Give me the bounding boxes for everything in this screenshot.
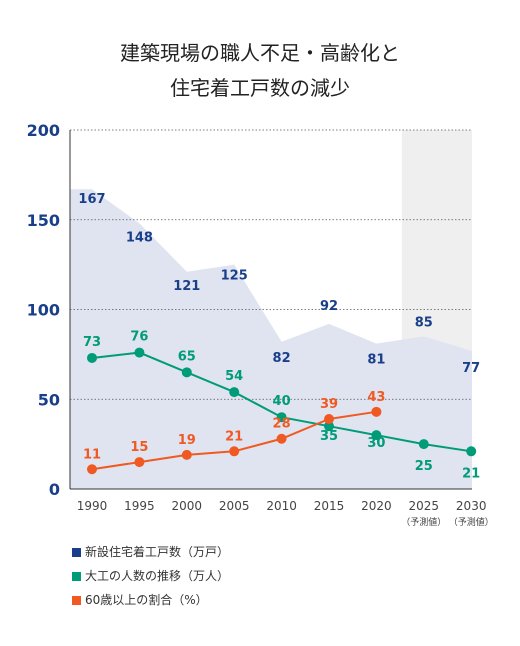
y-tick-label: 200 [27,121,60,140]
legend: 新設住宅着工戸数（万戸） 大工の人数の推移（万人） 60歳以上の割合（%） [72,540,229,612]
x-tick-label: 1995 [124,499,155,513]
forecast-note: （予測値） [401,516,446,528]
housing-data-label: 167 [78,192,105,207]
housing-data-label: 148 [126,230,153,245]
x-tick-label: 2010 [266,499,297,513]
ratio-point [181,449,192,460]
legend-label: 大工の人数の推移（万人） [85,569,230,583]
legend-item: 60歳以上の割合（%） [72,588,229,612]
carpenters-data-label: 40 [273,394,291,409]
legend-swatch [72,571,81,581]
housing-area [70,189,472,490]
legend-item: 大工の人数の推移（万人） [72,564,229,588]
chart-title-line: 建築現場の職人不足・高齢化と [120,41,400,65]
legend-item: 新設住宅着工戸数（万戸） [72,540,229,564]
housing-data-label: 92 [320,299,338,314]
ratio-point [324,413,334,424]
carpenters-point [229,387,240,398]
housing-data-label: 121 [173,279,200,294]
ratio-data-label: 39 [320,397,338,412]
ratio-point [134,457,145,468]
carpenters-data-label: 30 [367,436,385,451]
ratio-data-label: 15 [130,440,148,455]
legend-swatch [72,547,81,557]
housing-data-label: 85 [415,315,433,330]
carpenters-data-label: 25 [415,459,433,474]
carpenters-point [418,439,429,450]
chart-title-line: 住宅着工戸数の減少 [170,76,350,100]
ratio-point [87,464,97,475]
housing-data-label: 125 [221,269,248,284]
x-tick-label: 2015 [314,499,345,513]
carpenters-point [466,446,477,457]
carpenters-data-label: 65 [178,349,196,364]
x-tick-label: 2000 [172,499,203,513]
ratio-point [229,446,240,457]
carpenters-point [134,347,145,358]
carpenters-data-label: 35 [320,429,338,444]
x-tick-label: 2025 [409,499,440,513]
carpenters-data-label: 21 [462,466,480,481]
housing-data-label: 81 [367,353,385,368]
ratio-data-label: 28 [273,417,291,432]
carpenters-data-label: 54 [225,369,243,384]
carpenters-point [181,367,192,378]
y-tick-label: 50 [38,390,60,409]
carpenters-point [324,421,334,432]
legend-swatch [72,595,81,605]
y-tick-label: 100 [27,301,60,320]
ratio-point [371,406,382,417]
legend-label: 60歳以上の割合（%） [85,593,208,607]
legend-label: 新設住宅着工戸数（万戸） [85,545,230,559]
y-tick-label: 0 [49,480,60,499]
housing-data-label: 82 [273,351,291,366]
y-tick-label: 150 [27,211,60,230]
ratio-data-label: 43 [367,390,385,405]
ratio-data-label: 21 [225,429,243,444]
ratio-point [276,433,287,444]
carpenters-point [276,412,287,423]
ratio-data-label: 11 [83,447,101,462]
carpenters-point [87,352,97,363]
carpenters-data-label: 76 [130,330,148,345]
carpenters-point [371,430,382,441]
carpenters-data-label: 73 [83,335,101,350]
x-tick-label: 2020 [361,499,392,513]
housing-data-label: 77 [462,361,480,376]
x-tick-label: 2030 [456,499,487,513]
x-tick-label: 2005 [219,499,250,513]
forecast-note: （予測値） [449,516,494,528]
x-tick-label: 1990 [77,499,108,513]
ratio-data-label: 19 [178,433,196,448]
